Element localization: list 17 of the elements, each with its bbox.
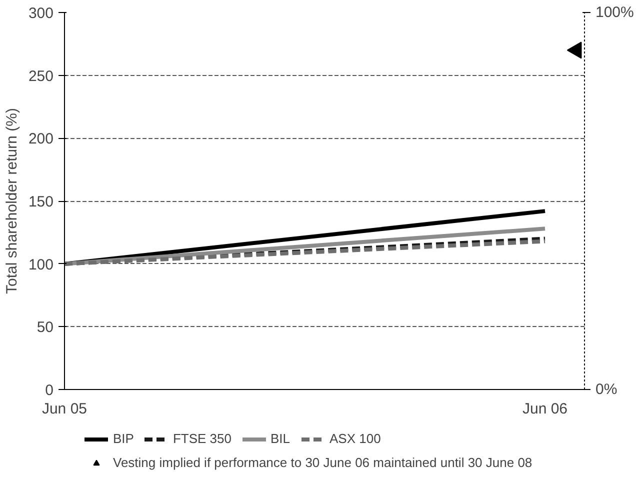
y-tick-label: 150 [28,194,54,210]
legend-label: FTSE 350 [172,431,232,446]
y-axis-title: Total shareholder return (%) [3,108,20,294]
y-tick-label: 0 [45,382,54,399]
y-tick-label: 100 [28,256,54,274]
y2-tick-label: 0% [596,381,618,398]
legend-label: BIP [113,431,134,446]
x-tick-label: Jun 06 [522,400,568,418]
legend-label: ASX 100 [330,431,381,446]
y-tick-label: 200 [28,130,54,148]
x-tick-label: Jun 05 [42,400,88,418]
legend-label: BIL [270,431,290,446]
y-tick-label: 50 [36,319,54,336]
y-tick-label: 250 [28,68,54,85]
y2-tick-label: 100% [596,4,634,21]
legend-label: Vesting implied if performance to 30 June 06 maintained until 30 June 08 [113,455,532,470]
y-tick-label: 300 [28,5,54,22]
